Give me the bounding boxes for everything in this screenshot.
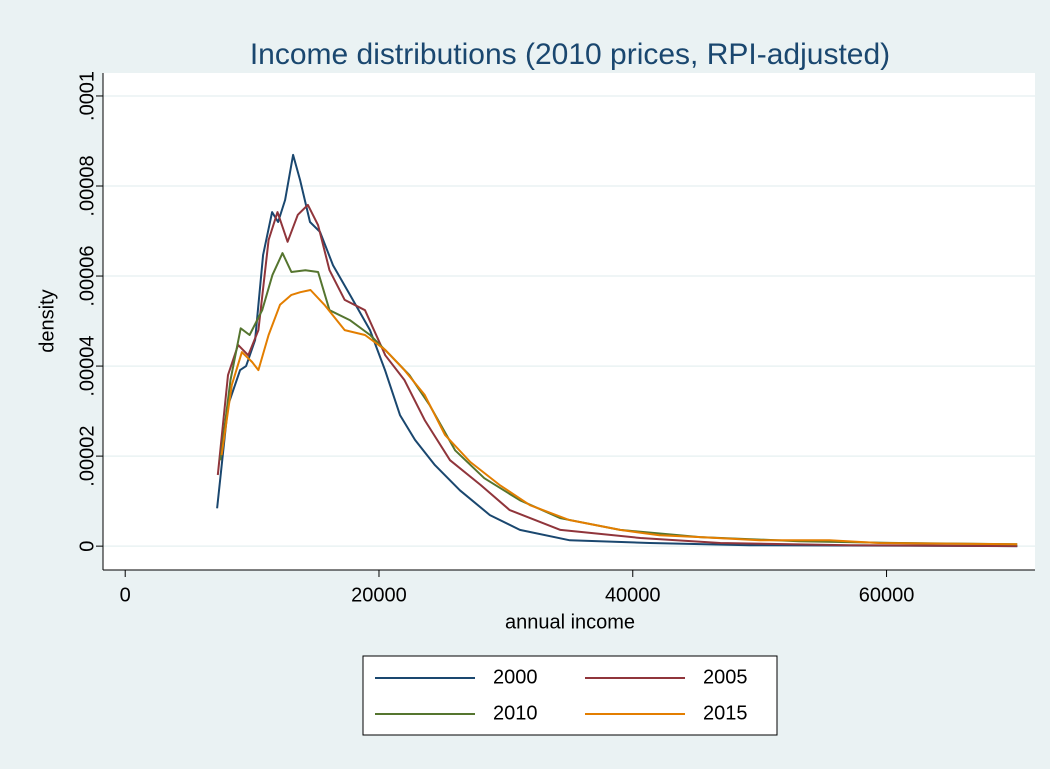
- series-line: [220, 289, 1018, 546]
- plot-area: [103, 73, 1035, 570]
- series-line: [216, 203, 1018, 548]
- y-tick-label: .0001: [76, 71, 98, 121]
- chart-title: Income distributions (2010 prices, RPI-a…: [250, 38, 890, 71]
- legend-label: 2000: [493, 666, 538, 688]
- y-tick-label: .00004: [76, 335, 98, 396]
- x-tick-label: 40000: [605, 584, 661, 606]
- y-tick-label: .00006: [76, 245, 98, 306]
- x-axis-title: annual income: [505, 611, 635, 633]
- y-tick-label: 0: [76, 541, 98, 552]
- x-tick-label: 0: [120, 584, 131, 606]
- y-tick-label: .00002: [76, 426, 98, 487]
- x-tick-label: 60000: [859, 584, 915, 606]
- legend-label: 2015: [703, 702, 748, 724]
- y-axis-title: density: [36, 289, 58, 352]
- x-tick-label: 20000: [351, 584, 407, 606]
- legend-box: [362, 655, 778, 736]
- series-line: [216, 153, 1018, 548]
- legend-label: 2005: [703, 666, 748, 688]
- legend-label: 2010: [493, 702, 538, 724]
- y-tick-label: .00008: [76, 155, 98, 216]
